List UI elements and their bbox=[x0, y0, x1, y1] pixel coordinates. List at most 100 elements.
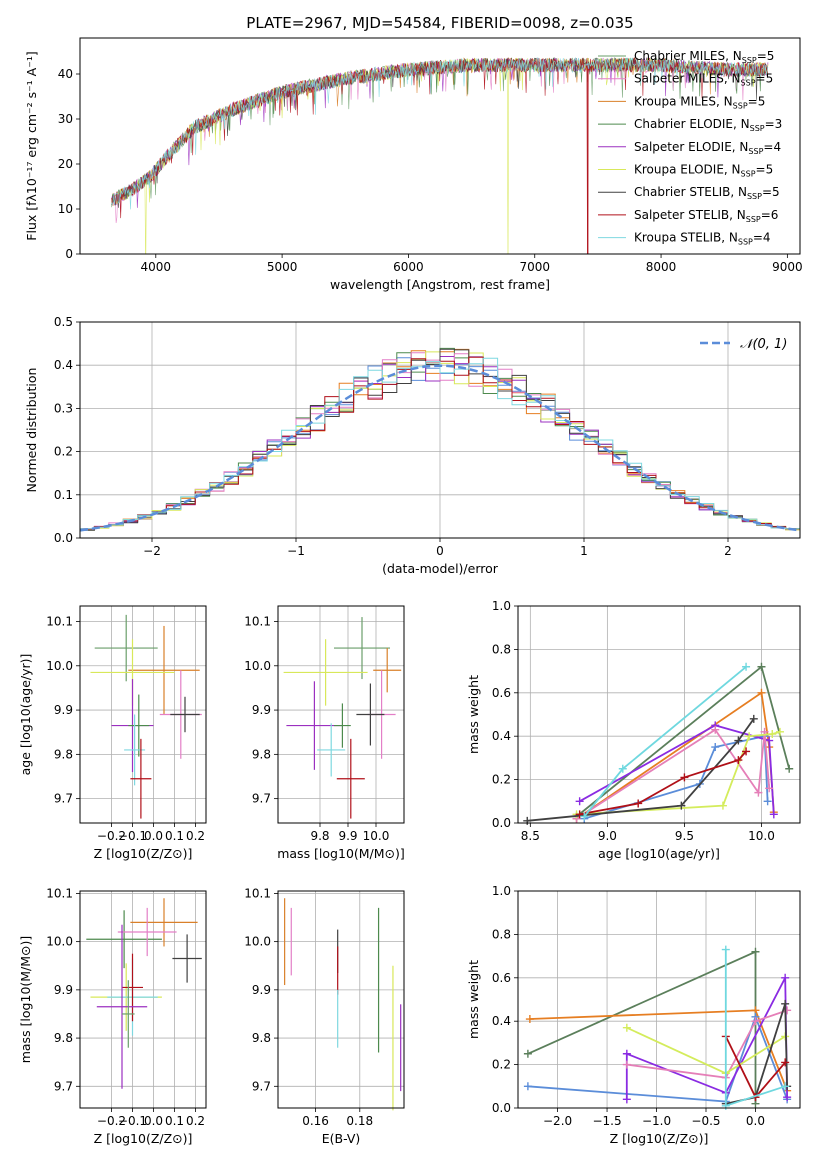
y-tick-label: 0.0 bbox=[492, 816, 511, 830]
panel-age_vs_mass: 9.8 9.9 10.0 9.7 9.8 9.9 10.0 10.1 mass [log10(M… bbox=[244, 605, 405, 861]
y-tick-label: 9.7 bbox=[252, 792, 271, 806]
panel-residuals: −2 −1 0 1 2 0.0 0.1 0.2 0.3 0.4 0.5 (data-model)/er… bbox=[24, 315, 801, 576]
axes-frame bbox=[79, 605, 207, 824]
x-axis-label: Z [log10(Z/Z⊙)] bbox=[94, 1131, 193, 1146]
y-tick-label: 0.1 bbox=[54, 488, 73, 502]
y-tick-label: 0.8 bbox=[492, 927, 511, 941]
x-tick-label: −2 bbox=[143, 544, 161, 558]
weight-marker bbox=[781, 1058, 790, 1067]
panel-weight_vs_age: 8.5 9.0 9.5 10.0 0.0 0.2 0.4 0.6 0.8 1.0 age [log1… bbox=[466, 599, 801, 861]
x-tick-label: 0.2 bbox=[186, 829, 205, 843]
weight-marker bbox=[575, 797, 584, 806]
weight-marker bbox=[711, 743, 720, 752]
panel-weight_vs_Z: −2.0 −1.5 −1.0 −0.5 0.0 0.0 0.2 0.4 0.6 0.8 1.0 Z [… bbox=[466, 884, 801, 1146]
legend-label: Salpeter STELIB, NSSP=6 bbox=[634, 208, 778, 224]
weight-line-salpeter_elodie bbox=[579, 724, 775, 815]
x-tick-label: −0.1 bbox=[118, 1114, 147, 1128]
weight-line-salpeter_miles bbox=[626, 1009, 788, 1079]
spectrum-line-kroupa_stelib bbox=[111, 57, 769, 210]
y-tick-label: 9.7 bbox=[252, 1079, 271, 1093]
weight-line-salpeter_miles bbox=[576, 728, 771, 820]
x-tick-label: 0.1 bbox=[165, 1114, 184, 1128]
weight-marker bbox=[769, 810, 778, 819]
weight-marker bbox=[634, 799, 643, 808]
y-tick-label: 9.9 bbox=[252, 703, 271, 717]
x-axis-label: mass [log10(M/M⊙)] bbox=[277, 846, 405, 861]
y-tick-label: 0.3 bbox=[54, 401, 73, 415]
legend-label: Salpeter MILES, NSSP=5 bbox=[634, 72, 773, 88]
y-tick-label: 10.0 bbox=[46, 659, 73, 673]
y-tick-label: 0.4 bbox=[492, 1014, 511, 1028]
y-tick-label: 10.1 bbox=[244, 886, 271, 900]
x-axis-label: Z [log10(Z/Z⊙)] bbox=[610, 1131, 709, 1146]
x-tick-label: 9.9 bbox=[338, 829, 357, 843]
x-tick-label: 0.0 bbox=[144, 829, 163, 843]
x-tick-label: 8000 bbox=[646, 260, 677, 274]
x-tick-label: 9000 bbox=[772, 260, 803, 274]
x-tick-label: 9.8 bbox=[310, 829, 329, 843]
y-tick-label: 0.6 bbox=[492, 971, 511, 985]
y-tick-label: 0.2 bbox=[492, 773, 511, 787]
y-tick-label: 0 bbox=[65, 247, 73, 261]
weight-marker bbox=[742, 747, 751, 756]
weight-line-chabrier_elodie bbox=[576, 665, 791, 818]
legend-residuals: 𝒩(0, 1) bbox=[700, 337, 787, 352]
weight-line-chabrier_elodie bbox=[527, 950, 757, 1104]
weight-marker bbox=[749, 714, 758, 723]
spectrum-line-salpeter_stelib bbox=[111, 57, 769, 254]
y-tick-label: 0.0 bbox=[492, 1101, 511, 1115]
plot-area bbox=[283, 617, 402, 819]
y-tick-label: 10.0 bbox=[244, 935, 271, 949]
x-tick-label: 10.0 bbox=[363, 829, 390, 843]
weight-marker bbox=[622, 1049, 631, 1058]
x-tick-label: 10.0 bbox=[748, 829, 775, 843]
x-axis-label: age [log10(age/yr)] bbox=[598, 846, 720, 861]
y-axis-label: Flux [fλ10⁻¹⁷ erg cm⁻² s⁻¹ A⁻¹] bbox=[24, 51, 39, 240]
axes-frame bbox=[517, 605, 801, 824]
x-tick-label: 5000 bbox=[267, 260, 298, 274]
y-tick-label: 0.8 bbox=[492, 642, 511, 656]
y-tick-label: 40 bbox=[58, 67, 73, 81]
weight-marker bbox=[575, 810, 584, 819]
y-tick-label: 10.1 bbox=[46, 615, 73, 629]
weight-marker bbox=[718, 801, 727, 810]
y-tick-label: 0.0 bbox=[54, 531, 73, 545]
weight-marker bbox=[768, 730, 777, 739]
y-tick-label: 10 bbox=[58, 202, 73, 216]
y-tick-label: 9.8 bbox=[54, 1031, 73, 1045]
x-tick-label: 0.0 bbox=[746, 1114, 765, 1128]
y-axis-label: mass [log10(M/M⊙)] bbox=[18, 936, 33, 1064]
panel-mass_vs_Z: −0.2−0.10.0 0.1 0.2 9.7 9.8 9.9 10.0 10.1 Z [log… bbox=[18, 886, 207, 1146]
x-tick-label: −0.2 bbox=[97, 1114, 126, 1128]
y-tick-label: 1.0 bbox=[492, 884, 511, 898]
x-tick-label: 6000 bbox=[393, 260, 424, 274]
weight-marker bbox=[783, 1093, 792, 1102]
x-tick-label: 8.5 bbox=[521, 829, 540, 843]
legend-label: Salpeter ELODIE, NSSP=4 bbox=[634, 140, 781, 156]
y-tick-label: 9.8 bbox=[252, 747, 271, 761]
x-tick-label: 7000 bbox=[519, 260, 550, 274]
weight-marker bbox=[745, 732, 754, 741]
x-axis-label: wavelength [Angstrom, rest frame] bbox=[330, 277, 550, 292]
legend-label: Chabrier MILES, NSSP=5 bbox=[634, 49, 774, 65]
y-tick-label: 0.5 bbox=[54, 315, 73, 329]
y-tick-label: 0.2 bbox=[54, 445, 73, 459]
plot-area bbox=[523, 662, 794, 825]
weight-marker bbox=[781, 1082, 790, 1091]
legend-label: Kroupa ELODIE, NSSP=5 bbox=[634, 163, 773, 179]
legend-label: Kroupa STELIB, NSSP=4 bbox=[634, 231, 771, 247]
panel-age_vs_Z: −0.2−0.10.0 0.1 0.2 9.7 9.8 9.9 10.0 10.1 Z [log… bbox=[18, 605, 207, 861]
y-tick-label: 10.0 bbox=[46, 935, 73, 949]
axes-frame bbox=[79, 37, 801, 255]
legend-label: Kroupa MILES, NSSP=5 bbox=[634, 94, 765, 110]
y-tick-label: 0.2 bbox=[492, 1058, 511, 1072]
y-tick-label: 20 bbox=[58, 157, 73, 171]
figure-title: PLATE=2967, MJD=54584, FIBERID=0098, z=0… bbox=[246, 14, 633, 32]
weight-marker bbox=[580, 812, 589, 821]
y-tick-label: 9.8 bbox=[252, 1031, 271, 1045]
y-tick-label: 9.8 bbox=[54, 747, 73, 761]
axes-frame bbox=[277, 890, 405, 1109]
weight-marker bbox=[711, 725, 720, 734]
axes-frame bbox=[517, 890, 801, 1109]
weight-marker bbox=[781, 973, 790, 982]
